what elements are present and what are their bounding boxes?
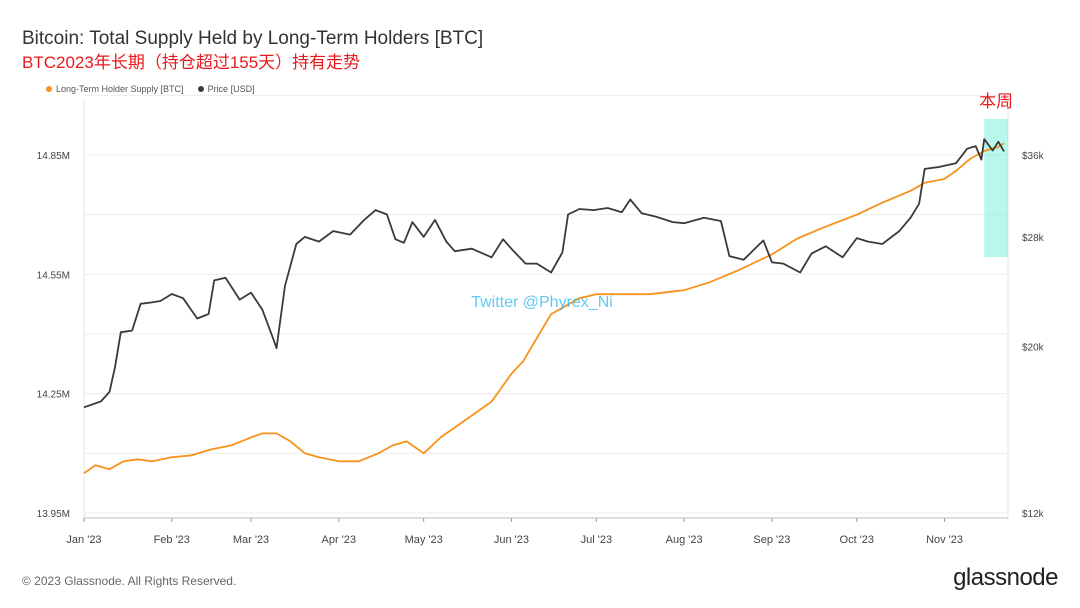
x-tick-label: Jun '23 <box>494 534 529 546</box>
y-left-tick-label: 14.85M <box>37 151 70 162</box>
x-tick-label: Jan '23 <box>66 534 101 546</box>
legend-swatch-price <box>197 86 204 92</box>
y-right-tick-label: $36k <box>1022 151 1045 162</box>
y-right-tick-label: $12k <box>1022 509 1045 520</box>
chart-legend: Long-Term Holder Supply [BTC] Price [USD… <box>46 84 255 94</box>
x-tick-label: May '23 <box>405 534 443 546</box>
chart-subtitle: BTC2023年长期（持仓超过155天）持有走势 <box>22 53 361 72</box>
series-line-price <box>83 138 1005 409</box>
y-left-tick-label: 13.95M <box>37 509 70 520</box>
this-week-label: 本周 <box>979 92 1013 111</box>
legend-item-price[interactable]: Price [USD] <box>197 84 255 94</box>
chart-title: Bitcoin: Total Supply Held by Long-Term … <box>22 28 484 49</box>
glassnode-logo: glassnode <box>953 564 1058 591</box>
copyright-footer: © 2023 Glassnode. All Rights Reserved. <box>22 574 237 588</box>
legend-swatch-supply <box>46 86 52 92</box>
y-left-tick-label: 14.55M <box>37 270 70 281</box>
y-right-tick-label: $28k <box>1022 233 1045 244</box>
x-tick-label: Jul '23 <box>581 534 612 546</box>
watermark: Twitter @Phyrex_Ni <box>471 294 613 311</box>
legend-label-price: Price [USD] <box>207 84 255 94</box>
x-tick-label: Apr '23 <box>322 534 357 546</box>
x-tick-label: Sep '23 <box>753 534 790 546</box>
x-tick-label: Nov '23 <box>926 534 963 546</box>
x-tick-label: Feb '23 <box>154 534 190 546</box>
x-tick-label: Aug '23 <box>666 534 703 546</box>
x-tick-label: Mar '23 <box>233 534 269 546</box>
y-left-tick-label: 14.25M <box>37 390 70 401</box>
y-right-tick-label: $20k <box>1022 343 1045 354</box>
legend-item-supply[interactable]: Long-Term Holder Supply [BTC] <box>46 84 184 94</box>
series-line-supply <box>83 142 1005 474</box>
x-tick-label: Oct '23 <box>840 534 875 546</box>
this-week-highlight <box>984 119 1008 257</box>
legend-label-supply: Long-Term Holder Supply [BTC] <box>56 84 184 94</box>
